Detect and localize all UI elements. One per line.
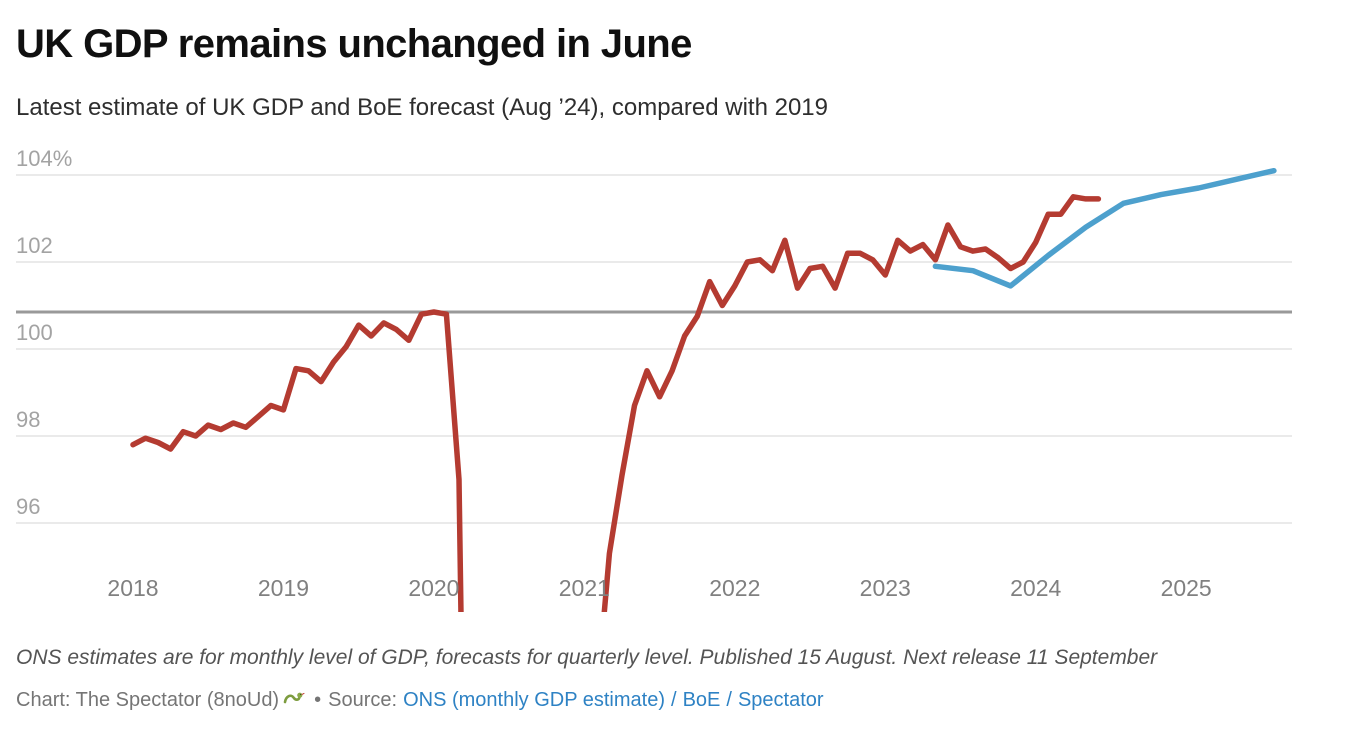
chart-footnote: ONS estimates are for monthly level of G…: [16, 646, 1158, 669]
y-tick-label: 104%: [16, 146, 72, 171]
credit-line: Chart: The Spectator (8noUd) • Source: O…: [16, 688, 824, 712]
link-separator: /: [726, 688, 732, 711]
x-tick-label: 2021: [559, 575, 610, 601]
x-tick-label: 2023: [860, 575, 911, 601]
series-line-boe-forecast: [932, 167, 1277, 289]
chart-subtitle: Latest estimate of UK GDP and BoE foreca…: [16, 94, 828, 121]
x-tick-label: 2020: [408, 575, 459, 601]
x-tick-label: 2024: [1010, 575, 1061, 601]
series-group: [130, 167, 1277, 612]
y-tick-label: 100: [16, 320, 53, 345]
x-tick-label: 2022: [709, 575, 760, 601]
series-line-ons-estimate: [130, 194, 1102, 612]
credit-bullet: •: [314, 688, 322, 711]
y-tick-label: 98: [16, 407, 40, 432]
chart-title: UK GDP remains unchanged in June: [16, 22, 692, 66]
source-link-boe[interactable]: BoE: [682, 688, 721, 711]
y-tick-label: 96: [16, 494, 40, 519]
source-link-ons[interactable]: ONS (monthly GDP estimate): [403, 688, 665, 711]
x-tick-label: 2025: [1161, 575, 1212, 601]
credit-prefix: Chart: The Spectator (8noUd): [16, 688, 280, 711]
x-tick-label: 2019: [258, 575, 309, 601]
source-link-spectator[interactable]: Spectator: [737, 688, 824, 711]
source-label: Source:: [328, 688, 398, 711]
link-separator: /: [671, 688, 677, 711]
y-tick-label: 102: [16, 233, 53, 258]
x-tick-label: 2018: [107, 575, 158, 601]
snake-emoji-icon: [283, 688, 305, 712]
